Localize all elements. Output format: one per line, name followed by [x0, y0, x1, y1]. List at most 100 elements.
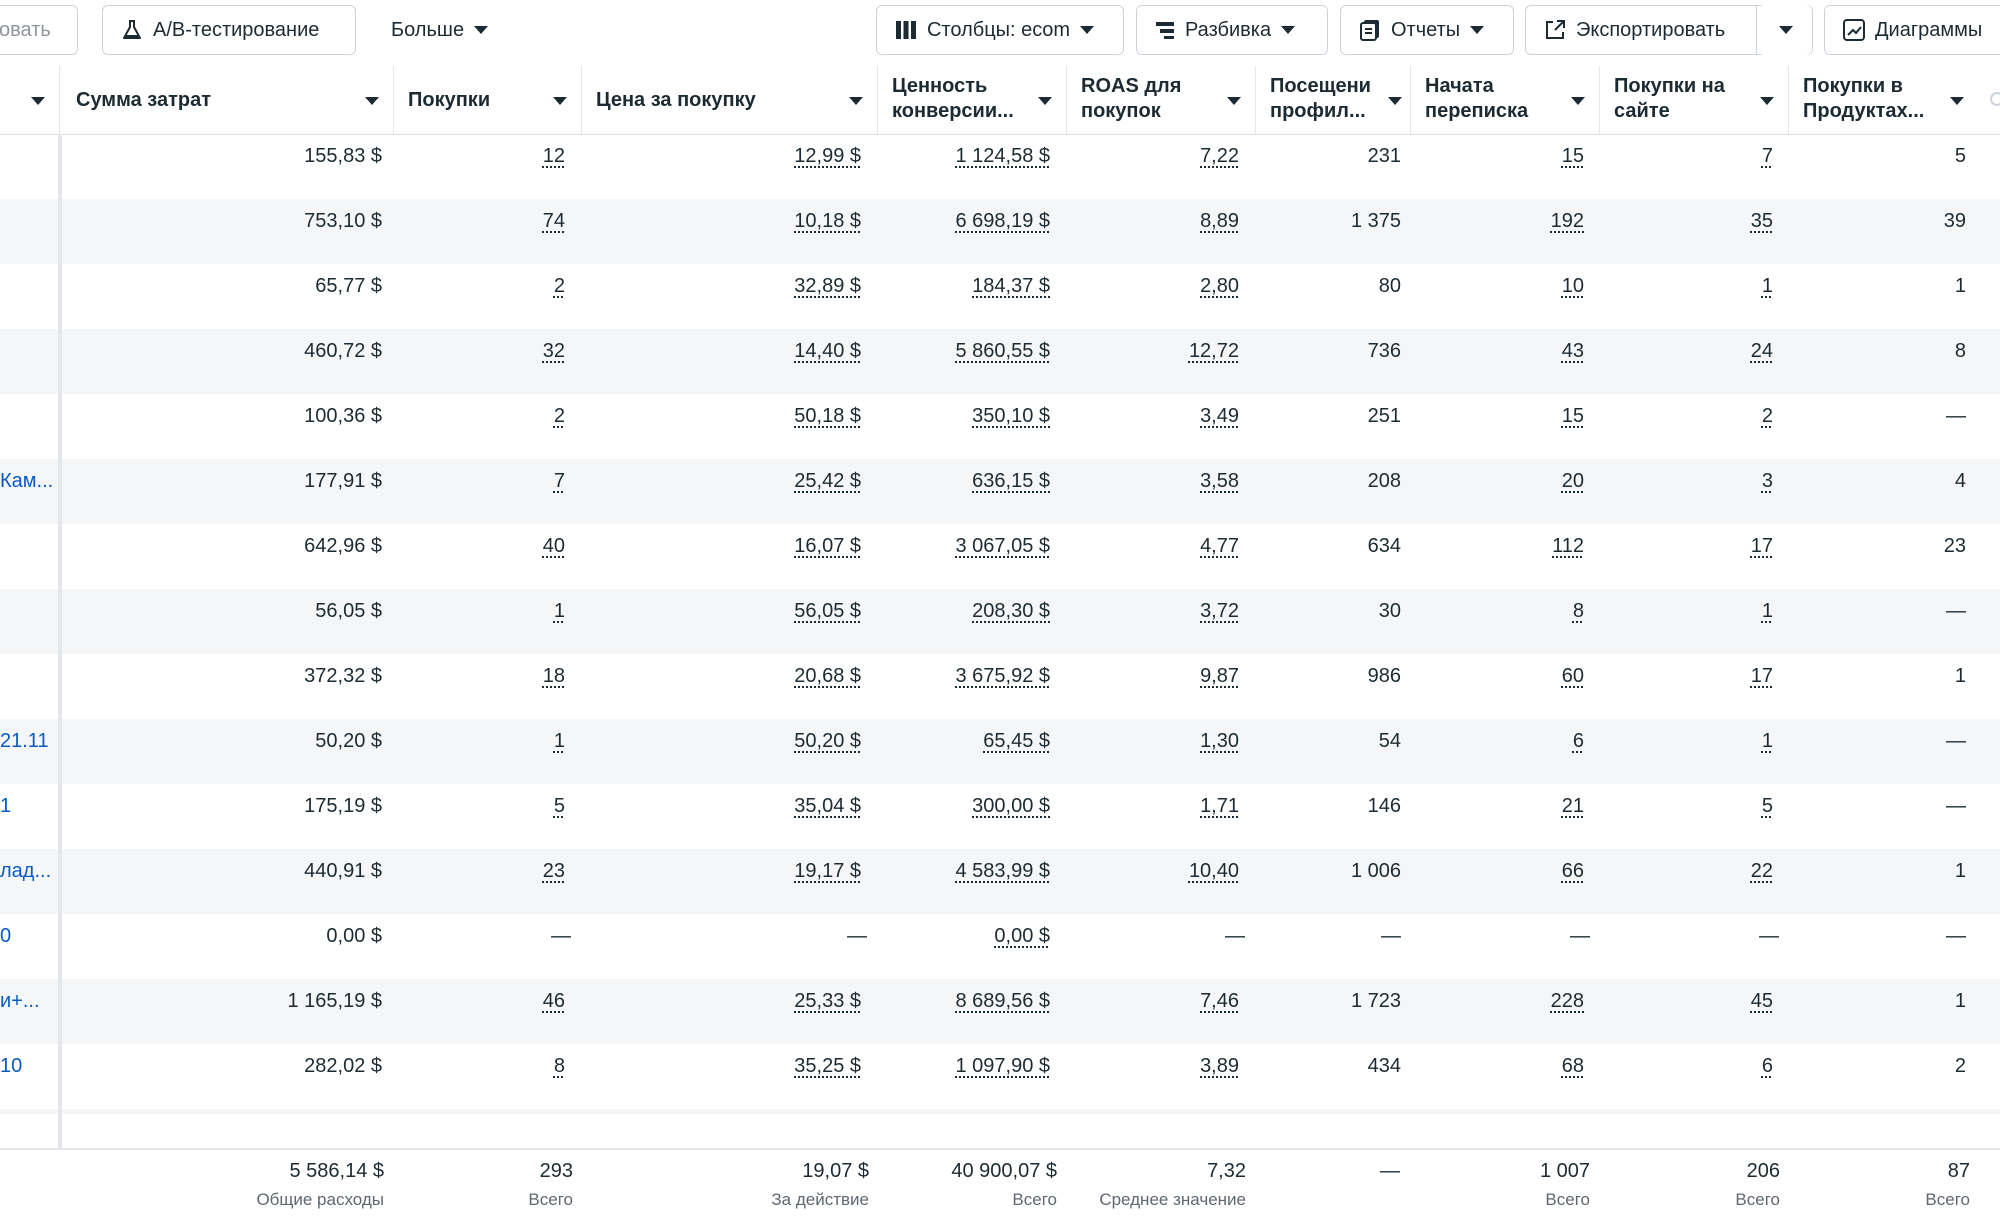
- export-dropdown-button[interactable]: [1758, 5, 1812, 55]
- cell-conversations[interactable]: 6: [1572, 730, 1584, 752]
- table-row[interactable]: Кам... 177,91 $ 7 25,42 $ 636,15 $ 3,58 208 20 3…: [0, 459, 2000, 524]
- cell-purchases[interactable]: 23: [542, 860, 565, 882]
- cell-cost-per-purchase[interactable]: 20,68 $: [794, 665, 861, 687]
- cell-ad-name[interactable]: лад...: [0, 860, 52, 882]
- cell-cost-per-purchase[interactable]: 56,05 $: [794, 600, 861, 622]
- sort-caret-icon[interactable]: [849, 97, 863, 105]
- cell-conversion-value[interactable]: 65,45 $: [983, 730, 1050, 752]
- cell-conversations[interactable]: 21: [1561, 795, 1584, 817]
- cell-purchases[interactable]: 2: [553, 405, 565, 427]
- column-header-product-purchases[interactable]: Покупки в Продуктах...: [1789, 66, 1978, 134]
- table-row[interactable]: 0 0,00 $ — — 0,00 $ — — — — —: [0, 914, 2000, 979]
- cell-purchases[interactable]: 8: [553, 1055, 565, 1077]
- cell-roas[interactable]: 2,80: [1200, 275, 1239, 297]
- cell-purchases[interactable]: 1: [553, 600, 565, 622]
- cell-cost-per-purchase[interactable]: 32,89 $: [794, 275, 861, 297]
- cell-roas[interactable]: 3,89: [1200, 1055, 1239, 1077]
- table-row[interactable]: 56,05 $ 1 56,05 $ 208,30 $ 3,72 30 8 1 —: [0, 589, 2000, 654]
- cell-website-purchases[interactable]: 7: [1761, 145, 1773, 167]
- cell-conversations[interactable]: 43: [1561, 340, 1584, 362]
- cell-conversion-value[interactable]: 3 067,05 $: [955, 535, 1050, 557]
- cell-ad-name[interactable]: 0: [0, 925, 12, 947]
- cell-cost-per-purchase[interactable]: 50,20 $: [794, 730, 861, 752]
- cell-purchases[interactable]: 5: [553, 795, 565, 817]
- cell-conversations[interactable]: 192: [1550, 210, 1584, 232]
- cell-conversion-value[interactable]: 636,15 $: [972, 470, 1050, 492]
- cell-roas[interactable]: 3,58: [1200, 470, 1239, 492]
- cell-cost-per-purchase[interactable]: 16,07 $: [794, 535, 861, 557]
- cell-website-purchases[interactable]: 5: [1761, 795, 1773, 817]
- more-button[interactable]: Больше: [372, 5, 508, 55]
- sort-caret-icon[interactable]: [1571, 97, 1585, 105]
- cell-conversion-value[interactable]: 300,00 $: [972, 795, 1050, 817]
- cell-conversations[interactable]: 15: [1561, 145, 1584, 167]
- column-add-icon[interactable]: [1990, 92, 2000, 106]
- cell-purchases[interactable]: 74: [542, 210, 565, 232]
- cell-website-purchases[interactable]: 2: [1761, 405, 1773, 427]
- cell-conversion-value[interactable]: 208,30 $: [972, 600, 1050, 622]
- cell-conversations[interactable]: 68: [1561, 1055, 1584, 1077]
- column-header-website-purchases[interactable]: Покупки на сайте: [1600, 66, 1789, 134]
- table-row[interactable]: 65,77 $ 2 32,89 $ 184,37 $ 2,80 80 10 1 1: [0, 264, 2000, 329]
- cell-ad-name[interactable]: и+...: [0, 990, 40, 1012]
- cell-cost-per-purchase[interactable]: 35,04 $: [794, 795, 861, 817]
- cell-purchases[interactable]: 1: [553, 730, 565, 752]
- sort-caret-icon[interactable]: [1760, 97, 1774, 105]
- cell-conversion-value[interactable]: 1 124,58 $: [955, 145, 1050, 167]
- cell-cost-per-purchase[interactable]: 19,17 $: [794, 860, 861, 882]
- cell-ad-name[interactable]: Кам...: [0, 470, 54, 492]
- cell-conversion-value[interactable]: 350,10 $: [972, 405, 1050, 427]
- columns-button[interactable]: Столбцы: ecom: [876, 5, 1124, 55]
- ab-test-button[interactable]: A/B-тестирование: [102, 5, 356, 55]
- cell-roas[interactable]: 1,71: [1200, 795, 1239, 817]
- cell-ad-name[interactable]: 21.11: [0, 730, 49, 752]
- cell-purchases[interactable]: 46: [542, 990, 565, 1012]
- sort-caret-icon[interactable]: [1227, 97, 1241, 105]
- cell-roas[interactable]: 3,72: [1200, 600, 1239, 622]
- cell-website-purchases[interactable]: 35: [1750, 210, 1773, 232]
- cell-conversion-value[interactable]: 4 583,99 $: [955, 860, 1050, 882]
- cell-website-purchases[interactable]: 17: [1750, 535, 1773, 557]
- cell-conversion-value[interactable]: 5 860,55 $: [955, 340, 1050, 362]
- sort-caret-icon[interactable]: [1038, 97, 1052, 105]
- cell-purchases[interactable]: 32: [542, 340, 565, 362]
- sort-caret-icon[interactable]: [31, 97, 45, 105]
- cell-roas[interactable]: 9,87: [1200, 665, 1239, 687]
- cell-website-purchases[interactable]: 1: [1761, 730, 1773, 752]
- cell-conversations[interactable]: 8: [1572, 600, 1584, 622]
- cell-ad-name[interactable]: 10: [0, 1055, 23, 1077]
- table-row[interactable]: 753,10 $ 74 10,18 $ 6 698,19 $ 8,89 1 375 192 3…: [0, 199, 2000, 264]
- column-header-profile-visits[interactable]: Посещени профил...: [1256, 66, 1411, 134]
- table-row[interactable]: 460,72 $ 32 14,40 $ 5 860,55 $ 12,72 736 43 24 8: [0, 329, 2000, 394]
- cell-ad-name[interactable]: 1: [0, 795, 12, 817]
- table-row[interactable]: 21.11 50,20 $ 1 50,20 $ 65,45 $ 1,30 54 6 1 —: [0, 719, 2000, 784]
- cell-website-purchases[interactable]: 24: [1750, 340, 1773, 362]
- cell-conversations[interactable]: 60: [1561, 665, 1584, 687]
- cell-cost-per-purchase[interactable]: 25,42 $: [794, 470, 861, 492]
- cell-conversations[interactable]: 66: [1561, 860, 1584, 882]
- cell-purchases[interactable]: 12: [542, 145, 565, 167]
- cell-conversations[interactable]: 15: [1561, 405, 1584, 427]
- cell-conversion-value[interactable]: 184,37 $: [972, 275, 1050, 297]
- cell-cost-per-purchase[interactable]: 12,99 $: [794, 145, 861, 167]
- cell-website-purchases[interactable]: 17: [1750, 665, 1773, 687]
- table-row[interactable]: 10 ...64,98 $164,98 $214,80 $3,31210131—: [0, 1109, 2000, 1114]
- cell-website-purchases[interactable]: 22: [1750, 860, 1773, 882]
- sort-caret-icon[interactable]: [365, 97, 379, 105]
- cell-roas[interactable]: 7,46: [1200, 990, 1239, 1012]
- sort-caret-icon[interactable]: [1388, 97, 1402, 105]
- table-row[interactable]: 642,96 $ 40 16,07 $ 3 067,05 $ 4,77 634 112 17 2…: [0, 524, 2000, 589]
- table-row[interactable]: 1 175,19 $ 5 35,04 $ 300,00 $ 1,71 146 21 5 —: [0, 784, 2000, 849]
- cell-conversations[interactable]: 228: [1550, 990, 1584, 1012]
- column-header-spend[interactable]: Сумма затрат: [62, 66, 394, 134]
- table-row[interactable]: 100,36 $ 2 50,18 $ 350,10 $ 3,49 251 15 2 —: [0, 394, 2000, 459]
- charts-button[interactable]: Диаграммы: [1824, 5, 2000, 55]
- cell-cost-per-purchase[interactable]: 25,33 $: [794, 990, 861, 1012]
- cell-conversations[interactable]: 10: [1561, 275, 1584, 297]
- cell-roas[interactable]: 7,22: [1200, 145, 1239, 167]
- cell-cost-per-purchase[interactable]: 35,25 $: [794, 1055, 861, 1077]
- table-row[interactable]: 10 282,02 $ 8 35,25 $ 1 097,90 $ 3,89 434 68 6 2: [0, 1044, 2000, 1109]
- cell-roas[interactable]: 3,49: [1200, 405, 1239, 427]
- cell-conversion-value[interactable]: 8 689,56 $: [955, 990, 1050, 1012]
- column-header-name[interactable]: [0, 66, 60, 134]
